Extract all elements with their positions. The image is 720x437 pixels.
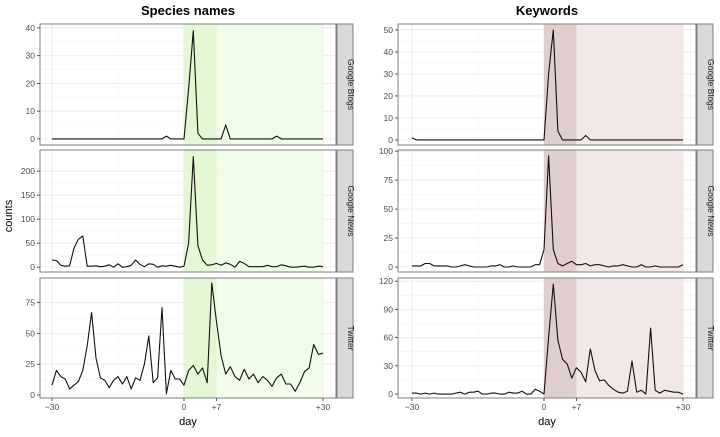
x-tick-label: +7 (572, 402, 582, 412)
facet-panel: Google News 0 50 100 150 200 (21, 149, 356, 273)
y-tick-label: 50 (26, 238, 36, 248)
highlight-band-light (576, 278, 683, 398)
y-tick-label: 40 (384, 47, 394, 57)
y-tick-label: 150 (21, 190, 35, 200)
y-tick-label: 100 (21, 214, 35, 224)
x-axis-label: day (179, 416, 197, 428)
facet-strip-label: Google News (706, 185, 716, 236)
highlight-band-light (576, 150, 683, 272)
y-axis-label: counts (3, 199, 15, 232)
y-tick-label: 30 (26, 51, 36, 61)
y-tick-label: 20 (26, 78, 36, 88)
y-tick-label: 120 (379, 276, 393, 286)
highlight-band-light (216, 278, 323, 398)
facet-strip-label: Google News (346, 185, 356, 236)
y-tick-label: 200 (21, 166, 35, 176)
facet-strip-label: Google Blogs (346, 59, 356, 110)
y-tick-label: 75 (26, 298, 36, 308)
y-tick-label: 20 (384, 91, 394, 101)
x-tick-label: 0 (542, 402, 547, 412)
panel-border (39, 23, 337, 146)
series-line (412, 155, 684, 268)
series-line (52, 30, 323, 140)
x-tick-label: +30 (676, 402, 691, 412)
y-tick-label: 10 (26, 106, 36, 116)
y-tick-label: 50 (384, 204, 394, 214)
facet-strip (696, 149, 714, 273)
y-tick-label: 90 (384, 304, 394, 314)
x-tick-label: −30 (405, 402, 420, 412)
panel-border (39, 277, 337, 399)
facet-panel: Google Blogs 0 10 20 30 40 50 (384, 23, 716, 146)
highlight-band-light (216, 150, 323, 272)
panel-border (397, 149, 697, 273)
series-line (51, 156, 324, 268)
y-tick-label: 0 (388, 389, 393, 399)
facet-panel: Google Blogs 0 10 20 30 40 (26, 23, 356, 146)
x-tick-label: 0 (182, 402, 187, 412)
facet-strip (696, 277, 714, 399)
y-tick-label: 40 (26, 23, 36, 33)
x-tick-label: +30 (316, 402, 331, 412)
y-tick-label: 0 (30, 134, 35, 144)
x-axis-label: day (538, 416, 556, 428)
facet-strip-label: Google Blogs (706, 59, 716, 110)
facet-strip (696, 23, 714, 146)
y-tick-label: 75 (384, 175, 394, 185)
y-tick-label: 50 (384, 25, 394, 35)
y-tick-label: 30 (384, 69, 394, 79)
y-tick-label: 100 (379, 146, 393, 156)
panel-border (397, 23, 697, 146)
highlight-band-light (216, 24, 323, 145)
y-tick-label: 30 (384, 361, 394, 371)
panel-border (39, 149, 337, 273)
y-tick-label: 0 (388, 135, 393, 145)
x-tick-label: −30 (45, 402, 60, 412)
series-line (411, 29, 683, 141)
facet-strip (336, 23, 354, 146)
y-tick-label: 10 (384, 113, 394, 123)
facet-panel: Twitter 0 25 50 75 (26, 277, 356, 400)
facet-panel: Google News 0 25 50 75 100 (379, 146, 716, 273)
y-tick-label: 25 (26, 359, 36, 369)
facet-strip-label: Twitter (346, 325, 356, 350)
y-tick-label: 25 (384, 233, 394, 243)
column-title: Species names (141, 3, 235, 18)
highlight-band-dark (544, 278, 577, 398)
x-tick-label: +7 (212, 402, 222, 412)
facet-strip-label: Twitter (706, 325, 716, 350)
y-tick-label: 60 (384, 333, 394, 343)
highlight-band-light (576, 24, 683, 145)
y-tick-label: 0 (30, 262, 35, 272)
y-tick-label: 0 (30, 390, 35, 400)
y-tick-label: 50 (26, 328, 36, 338)
highlight-band-dark (544, 24, 577, 145)
facet-panel: Twitter 0 30 60 90 120 (379, 276, 716, 399)
facet-strip (336, 149, 354, 273)
series-line (51, 282, 324, 395)
column-title: Keywords (516, 3, 578, 18)
y-tick-label: 0 (388, 262, 393, 272)
series-line (412, 283, 684, 395)
facet-strip (336, 277, 354, 399)
